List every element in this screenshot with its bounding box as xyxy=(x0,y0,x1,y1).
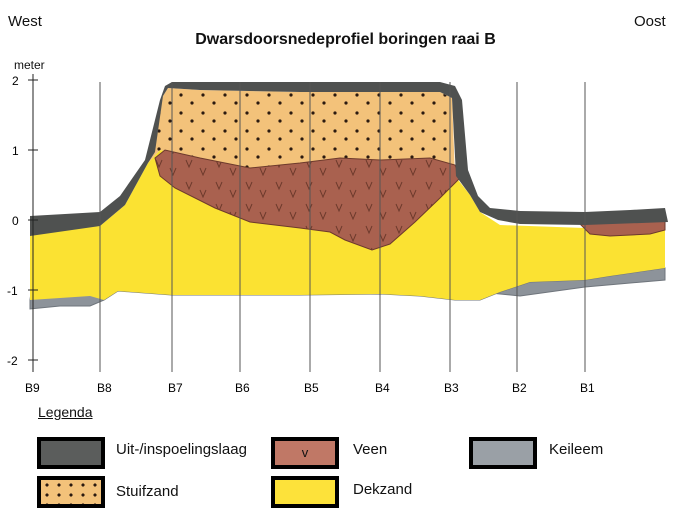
borehole-label-b1: B1 xyxy=(580,381,595,395)
legend-label-dekzand: Dekzand xyxy=(353,481,413,498)
diagram-title: Dwarsdoorsnedeprofiel boringen raai B xyxy=(195,31,496,48)
legend-swatch-stuifzand xyxy=(37,476,105,508)
y-axis xyxy=(28,74,38,372)
y-tick-label: 1 xyxy=(12,144,19,158)
borehole-label-b9: B9 xyxy=(25,381,40,395)
oost-label: Oost xyxy=(634,13,666,30)
borehole-label-b4: B4 xyxy=(375,381,390,395)
veen-symbol: v xyxy=(301,445,309,460)
y-tick-label: 2 xyxy=(12,74,19,88)
veen-layer xyxy=(154,149,461,251)
uitinspoelingslaag-layer xyxy=(30,82,668,236)
y-axis-unit: meter xyxy=(14,58,45,72)
legend-swatch-veen: v xyxy=(271,437,339,469)
legend-label-uitinspoelingslaag: Uit-/inspoelingslaag xyxy=(116,441,247,458)
legend-label-veen: Veen xyxy=(353,441,388,458)
borehole-label-b5: B5 xyxy=(304,381,319,395)
borehole-label-b7: B7 xyxy=(168,381,183,395)
y-tick-label: -2 xyxy=(7,354,18,368)
stuifzand-layer xyxy=(148,88,455,178)
borehole-label-b3: B3 xyxy=(444,381,459,395)
legend-swatch-dekzand xyxy=(271,476,339,508)
borehole-label-b2: B2 xyxy=(512,381,527,395)
cross-section-diagram: 2 1 0 -1 -2 B9 B8 B7 B6 B5 B4 B3 B2 B1 xyxy=(7,74,668,395)
legend-swatch-keileem xyxy=(469,437,537,469)
legend-swatch-uitinspoelingslaag xyxy=(37,437,105,469)
borehole-label-b6: B6 xyxy=(235,381,250,395)
legend-title: Legenda xyxy=(38,404,93,420)
y-tick-label: -1 xyxy=(7,284,18,298)
legend-label-stuifzand: Stuifzand xyxy=(116,483,179,500)
legend-label-keileem: Keileem xyxy=(549,441,604,458)
borehole-label-b8: B8 xyxy=(97,381,112,395)
y-tick-label: 0 xyxy=(12,214,19,228)
west-label: West xyxy=(8,13,42,30)
